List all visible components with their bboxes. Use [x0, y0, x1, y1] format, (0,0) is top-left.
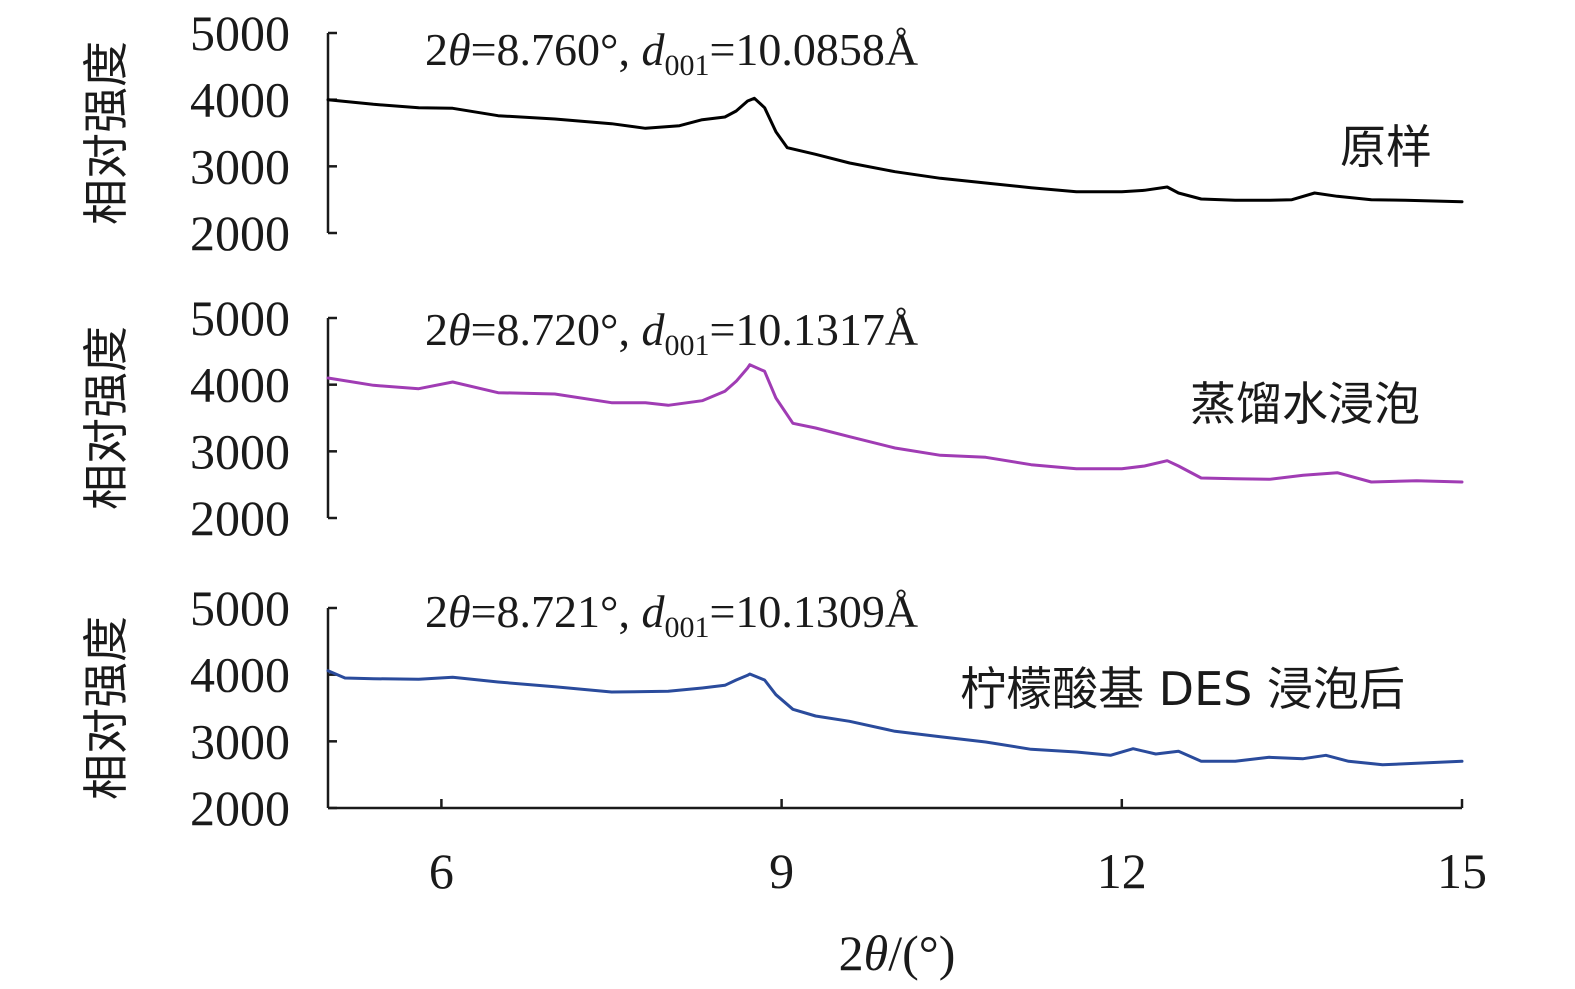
- panel-1: 2000 3000 4000 5000 相对强度 2θ=8.760°, d001=10.0…: [79, 5, 1464, 261]
- annotation-sub: 001: [664, 49, 709, 82]
- y-tick-label: 2000: [190, 205, 290, 261]
- peak-annotation: 2θ=8.721°, d001=10.1309Å: [425, 586, 918, 644]
- y-tick-label: 3000: [190, 713, 290, 769]
- peak-annotation: 2θ=8.760°, d001=10.0858Å: [425, 24, 918, 82]
- annotation-p2: =8.721°,: [471, 586, 642, 637]
- y-tick-label: 5000: [190, 580, 290, 636]
- y-tick-label: 5000: [190, 290, 290, 346]
- y-tick-label: 4000: [190, 647, 290, 703]
- series-line: [326, 96, 1464, 204]
- peak-annotation: 2θ=8.720°, d001=10.1317Å: [425, 304, 918, 362]
- annotation-p3: =10.1317Å: [709, 304, 918, 355]
- panel-2: 2000 3000 4000 5000 相对强度 2θ=8.720°, d001=10.1…: [79, 290, 1464, 546]
- x-tick-label: 9: [769, 843, 794, 899]
- y-tick-label: 4000: [190, 357, 290, 413]
- annotation-p2: =8.720°,: [471, 304, 642, 355]
- y-tick-label: 4000: [190, 72, 290, 128]
- series-line: [326, 669, 1464, 767]
- x-axis-label: 2θ/(°): [839, 925, 956, 981]
- annotation-theta: θ: [448, 586, 471, 637]
- panel-3: 2000 3000 4000 5000 相对强度 2θ=8.721°, d001=10.1…: [79, 580, 1464, 836]
- x-axis: 6 9 12 15: [328, 799, 1487, 899]
- annotation-p3: =10.1309Å: [709, 586, 918, 637]
- annotation-d: d: [641, 304, 665, 355]
- y-axis-label: 相对强度: [79, 41, 133, 225]
- y-axis-label: 相对强度: [79, 616, 133, 800]
- x-axis-label-prefix: 2: [839, 925, 864, 981]
- annotation-theta: θ: [448, 304, 471, 355]
- y-tick-label: 3000: [190, 138, 290, 194]
- annotation-p3: =10.0858Å: [709, 24, 918, 75]
- y-tick-label: 5000: [190, 5, 290, 61]
- series-label: 原样: [1340, 120, 1432, 174]
- annotation-d: d: [641, 586, 665, 637]
- annotation-sub: 001: [664, 329, 709, 362]
- series-label: 柠檬酸基 DES 浸泡后: [960, 662, 1405, 716]
- annotation-p1: 2: [425, 24, 448, 75]
- annotation-p1: 2: [425, 586, 448, 637]
- y-tick-label: 2000: [190, 490, 290, 546]
- series-label: 蒸馏水浸泡: [1190, 377, 1420, 431]
- y-tick-label: 2000: [190, 780, 290, 836]
- x-axis-label-suffix: /(°): [888, 925, 955, 981]
- annotation-d: d: [641, 24, 665, 75]
- y-axis-label: 相对强度: [79, 326, 133, 510]
- x-tick-label: 6: [429, 843, 454, 899]
- x-tick-label: 15: [1437, 843, 1487, 899]
- annotation-p2: =8.760°,: [471, 24, 642, 75]
- x-axis-label-theta: θ: [864, 925, 889, 981]
- x-tick-label: 12: [1097, 843, 1147, 899]
- y-tick-label: 3000: [190, 423, 290, 479]
- annotation-theta: θ: [448, 24, 471, 75]
- series-line: [326, 363, 1464, 484]
- annotation-p1: 2: [425, 304, 448, 355]
- annotation-sub: 001: [664, 611, 709, 644]
